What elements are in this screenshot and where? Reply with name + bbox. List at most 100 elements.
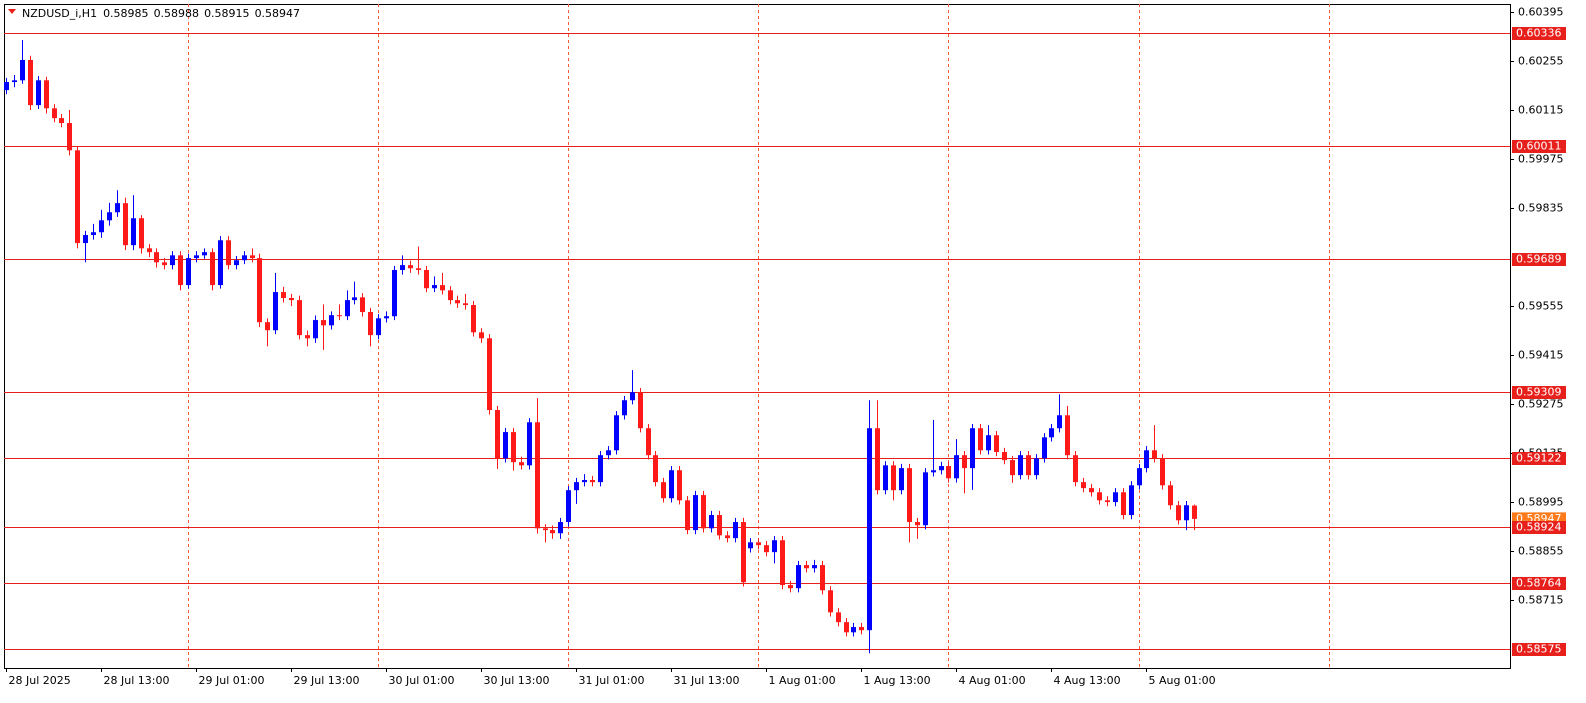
- level-label-box: [1512, 386, 1566, 399]
- candle-body: [44, 80, 49, 109]
- candle-body: [748, 542, 753, 549]
- candle-body: [1113, 492, 1118, 503]
- candle-body: [883, 465, 888, 491]
- candle-body: [630, 392, 635, 401]
- candle-body: [535, 422, 540, 529]
- candle-body: [1160, 458, 1165, 486]
- candle-body: [83, 235, 88, 244]
- candle-body: [329, 315, 334, 326]
- candle-body: [946, 466, 951, 479]
- header-open: 0.58985: [103, 7, 149, 20]
- candle-body: [859, 627, 864, 631]
- candle-body: [281, 292, 286, 299]
- candle-body: [289, 298, 294, 301]
- grid: [188, 4, 1330, 668]
- candle-body: [1105, 500, 1110, 503]
- candle-body: [1089, 488, 1094, 493]
- symbol-toggle[interactable]: [8, 9, 16, 14]
- candle-body: [709, 515, 714, 529]
- candle-body: [820, 565, 825, 591]
- header-close: 0.58947: [255, 7, 301, 20]
- candle-body: [1073, 455, 1078, 483]
- x-tick-label: 5 Aug 01:00: [1149, 674, 1216, 687]
- candle-body: [424, 270, 429, 289]
- candle-body: [717, 515, 722, 536]
- candle-body: [455, 300, 460, 304]
- level-label: 0.60336: [1516, 27, 1562, 40]
- candle-body: [543, 528, 548, 531]
- candle-body: [147, 248, 152, 253]
- candle-body: [408, 265, 413, 269]
- candle-body: [154, 252, 159, 263]
- candle-body: [91, 232, 96, 236]
- candle-body: [139, 218, 144, 249]
- candle-body: [566, 490, 571, 523]
- candle-body: [677, 470, 682, 501]
- x-tick-label: 30 Jul 13:00: [484, 674, 550, 687]
- candle-body: [1042, 437, 1047, 459]
- candle-body: [479, 332, 484, 339]
- candle-body: [1049, 428, 1054, 438]
- candle-body: [376, 318, 381, 336]
- candle-body: [812, 565, 817, 569]
- candle-body: [519, 462, 524, 466]
- candle-body: [52, 108, 57, 119]
- candle-body: [970, 428, 975, 469]
- x-tick-label: 1 Aug 01:00: [769, 674, 836, 687]
- y-tick-label: 0.58855: [1518, 545, 1564, 558]
- candle-body: [1081, 482, 1086, 489]
- candle-body: [511, 432, 516, 463]
- y-tick-label: 0.58995: [1518, 496, 1564, 509]
- candle-body: [495, 410, 500, 459]
- candle-body: [875, 428, 880, 491]
- header-high: 0.58988: [154, 7, 200, 20]
- candle-body: [321, 320, 326, 326]
- x-tick-label: 1 Aug 13:00: [864, 674, 931, 687]
- candle-body: [606, 450, 611, 456]
- y-tick-label: 0.59835: [1518, 202, 1564, 215]
- candle-body: [250, 255, 255, 259]
- candle-body: [851, 627, 856, 633]
- candle-body: [440, 285, 445, 291]
- level-label: 0.59122: [1516, 452, 1562, 465]
- candle-body: [218, 240, 223, 286]
- candle-body: [1152, 450, 1157, 459]
- y-tick-label: 0.60115: [1518, 104, 1564, 117]
- x-tick-label: 31 Jul 13:00: [674, 674, 740, 687]
- candle-body: [67, 123, 72, 151]
- candle-body: [1018, 455, 1023, 476]
- candle-body: [313, 320, 318, 339]
- candle-body: [352, 297, 357, 301]
- candle-body: [234, 260, 239, 266]
- candle-body: [701, 495, 706, 529]
- candle-body: [764, 545, 769, 553]
- candle-body: [170, 255, 175, 266]
- x-tick-label: 30 Jul 01:00: [389, 674, 455, 687]
- level-label: 0.59309: [1516, 386, 1562, 399]
- candle-body: [653, 455, 658, 483]
- candle-body: [1192, 505, 1197, 519]
- candle-body: [590, 480, 595, 483]
- candle-body: [297, 300, 302, 336]
- levels: [4, 33, 1510, 650]
- level-label-box: [1512, 140, 1566, 153]
- candle-body: [345, 300, 350, 317]
- candle-body: [661, 482, 666, 499]
- candle-body: [471, 305, 476, 333]
- candle-body: [550, 530, 555, 534]
- x-tick-label: 29 Jul 01:00: [199, 674, 265, 687]
- x-tick-label: 28 Jul 13:00: [104, 674, 170, 687]
- candle-body: [646, 428, 651, 456]
- candle-body: [1065, 415, 1070, 456]
- candle-body: [828, 590, 833, 613]
- candle-body: [1121, 492, 1126, 516]
- candle-body: [931, 470, 936, 473]
- candle-body: [994, 435, 999, 453]
- x-tick-label: 31 Jul 01:00: [579, 674, 645, 687]
- candle-body: [36, 80, 41, 106]
- candle-body: [75, 150, 80, 244]
- candle-body: [1057, 415, 1062, 429]
- candle-body: [178, 255, 183, 286]
